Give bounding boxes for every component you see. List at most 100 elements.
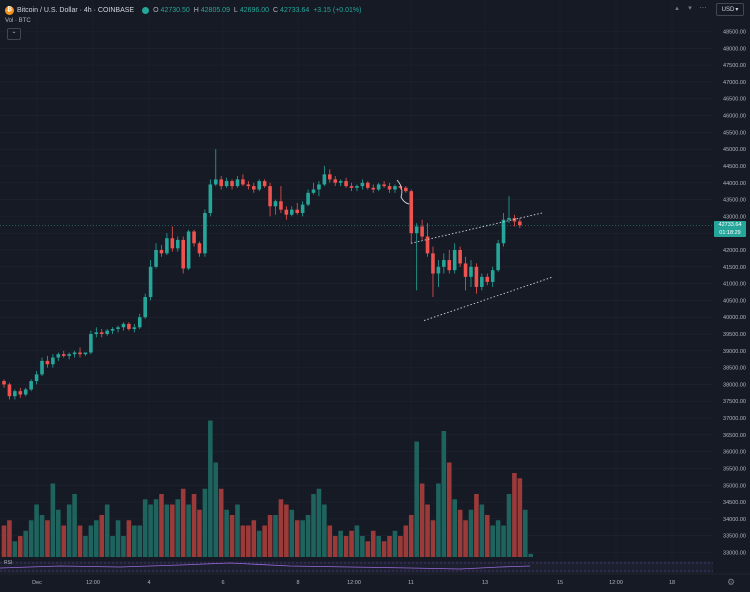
candle — [322, 165, 327, 187]
candle — [230, 179, 234, 190]
volume-bar — [218, 488, 224, 557]
chart-grid — [0, 0, 713, 560]
price-tick-label: 48500.00 — [723, 30, 746, 36]
rsi-line — [0, 562, 531, 570]
volume-bar — [45, 520, 50, 557]
volume-bar — [175, 499, 181, 557]
candle — [490, 266, 495, 287]
volume-bar — [452, 499, 457, 557]
candle — [61, 350, 66, 358]
volume-bar — [251, 520, 257, 557]
candle — [154, 243, 158, 269]
price-tick-label: 47000.00 — [723, 80, 746, 86]
candlesticks — [2, 149, 522, 400]
volume-bar — [170, 504, 175, 557]
currency-label: USD — [721, 6, 735, 13]
candle — [246, 181, 251, 190]
candle — [262, 179, 267, 188]
candle — [409, 189, 414, 244]
candle — [333, 176, 338, 187]
collapse-legend-button[interactable]: ⌃ — [7, 28, 21, 40]
volume-bar — [72, 494, 77, 557]
volume-bar — [522, 509, 528, 557]
volume-bar — [148, 504, 153, 557]
volume-bar — [88, 525, 94, 557]
volume-bar — [213, 462, 219, 557]
price-tick-label: 40500.00 — [723, 298, 746, 304]
volume-bar — [528, 553, 534, 557]
volume-bar — [159, 494, 164, 557]
chevron-down-icon[interactable]: ▾ — [688, 5, 692, 12]
bracket-annotation — [396, 179, 410, 205]
volume-bar — [376, 536, 381, 557]
volume-bar — [164, 504, 170, 557]
volume-bar — [300, 520, 305, 557]
last-price-tag: 42733.64 01:18:29 — [714, 221, 746, 237]
candle — [13, 389, 17, 400]
volume-bar — [463, 520, 468, 557]
candle — [110, 327, 115, 335]
candle — [51, 354, 55, 368]
candle — [447, 249, 452, 274]
candle — [235, 176, 240, 188]
currency-select[interactable]: USD ▾ — [716, 3, 744, 16]
candle — [203, 209, 207, 257]
candle — [121, 322, 126, 331]
candle — [175, 236, 180, 252]
volume-bar — [441, 431, 447, 557]
gear-icon[interactable]: ⚙ — [727, 577, 736, 587]
volume-bar — [278, 499, 284, 557]
symbol-title[interactable]: Bitcoin / U.S. Dollar · 4h · COINBASE — [17, 6, 135, 14]
candle — [34, 370, 39, 385]
candle — [94, 327, 99, 338]
volume-bar — [56, 509, 61, 557]
price-tick-label: 39000.00 — [723, 349, 746, 355]
candle — [425, 223, 430, 257]
volume-bar — [414, 441, 419, 557]
volume-bar — [273, 515, 278, 557]
volume-bar — [495, 520, 501, 557]
candle — [295, 202, 300, 215]
dots-icon[interactable]: ⋯ — [699, 5, 707, 12]
chevron-up-icon[interactable]: ▴ — [675, 5, 679, 12]
time-axis[interactable]: Dec 12:00 4 6 8 12:00 11 13 15 12:00 18 — [0, 573, 750, 592]
price-tick-label: 35000.00 — [723, 483, 746, 489]
channel-lower-line — [423, 276, 554, 321]
volume-bar — [137, 525, 143, 557]
close-label: C — [272, 6, 279, 14]
candle — [474, 263, 479, 294]
candle — [284, 206, 289, 220]
candle — [360, 179, 365, 190]
bitcoin-logo-icon: ₿ — [5, 5, 14, 15]
volume-bar — [197, 509, 202, 557]
candle — [436, 260, 441, 287]
volume-bar — [256, 530, 262, 557]
candle — [496, 239, 500, 272]
volume-bar — [39, 515, 45, 557]
price-axis-bg — [713, 0, 750, 560]
candle — [143, 293, 147, 319]
eye-icon[interactable] — [142, 6, 150, 14]
volume-bar — [99, 515, 105, 557]
high-label: H — [193, 6, 199, 14]
price-axis[interactable]: 48500.00 48000.00 47500.00 47000.00 46500.00… — [713, 0, 750, 560]
candle — [78, 347, 82, 358]
volume-bar — [381, 541, 387, 557]
volume-bar — [338, 530, 343, 557]
volume-bar — [436, 483, 441, 557]
candle — [99, 328, 104, 338]
price-tick-label: 42000.00 — [723, 248, 746, 254]
volume-bar — [66, 504, 72, 557]
candle — [181, 236, 185, 274]
open-value: 42730.50 — [160, 6, 190, 14]
candle — [268, 182, 272, 217]
time-tick-label: 15 — [557, 580, 563, 586]
volume-bar — [403, 525, 409, 557]
price-tick-label: 45000.00 — [723, 147, 746, 153]
volume-bar — [506, 494, 512, 557]
volume-bar — [12, 541, 18, 557]
candle — [311, 182, 316, 195]
candle — [452, 243, 457, 274]
volume-bar — [240, 525, 246, 557]
